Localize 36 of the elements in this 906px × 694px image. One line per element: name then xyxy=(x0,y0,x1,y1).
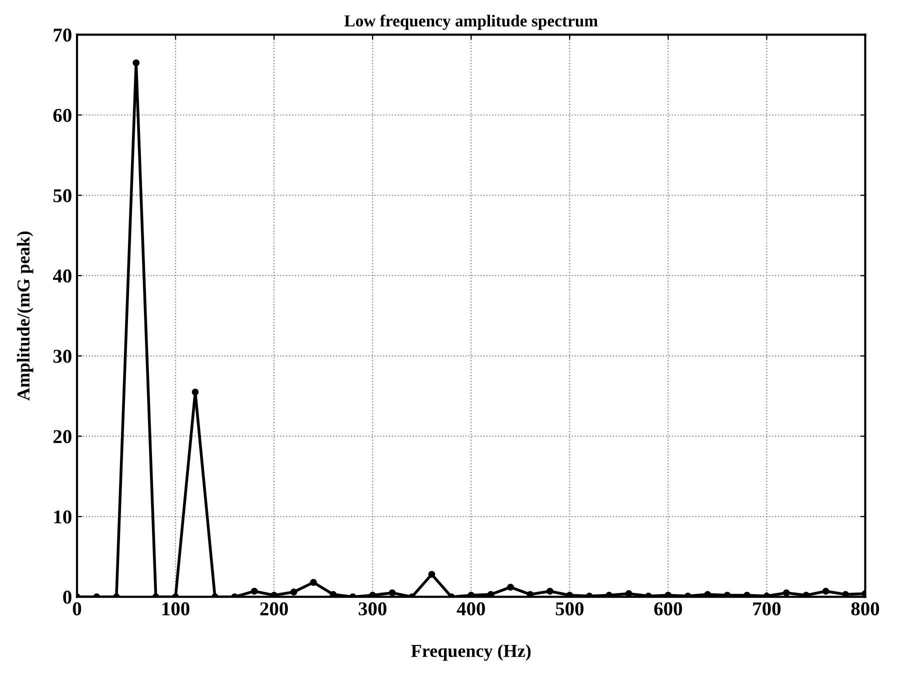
point xyxy=(290,588,298,596)
x-tick-label: 300 xyxy=(358,602,386,616)
x-tick-label: 600 xyxy=(654,602,682,616)
chart-title: Low frequency amplitude spectrum xyxy=(344,14,598,30)
y-tick-label: 50 xyxy=(53,189,72,202)
x-tick-label: 500 xyxy=(556,602,584,616)
point xyxy=(625,590,632,597)
y-tick-label: 70 xyxy=(54,28,72,42)
x-tick-label: 700 xyxy=(753,602,781,616)
point xyxy=(310,578,317,586)
point xyxy=(330,590,337,597)
y-tick-label: 10 xyxy=(54,510,72,524)
x-axis-title: Frequency (Hz) xyxy=(411,644,531,661)
point xyxy=(192,388,199,396)
y-tick-label: 30 xyxy=(53,350,72,363)
point xyxy=(507,584,514,591)
point xyxy=(487,590,494,597)
point xyxy=(822,588,830,595)
x-tick-label: 200 xyxy=(260,602,288,616)
y-axis-title: Amplitude/(mG peak) xyxy=(16,232,34,401)
point xyxy=(526,590,534,597)
x-tick-label: 100 xyxy=(162,602,190,616)
point xyxy=(250,588,258,595)
x-tick-label: 400 xyxy=(456,602,485,616)
point xyxy=(782,589,790,596)
point xyxy=(842,590,849,597)
x-tick-label: 0 xyxy=(72,602,82,616)
y-tick-label: 0 xyxy=(63,590,72,604)
y-tick-label: 60 xyxy=(53,108,72,122)
x-tick-label: 800 xyxy=(851,602,880,616)
point xyxy=(428,570,436,578)
y-tick-label: 20 xyxy=(54,430,72,444)
point xyxy=(546,588,554,595)
y-tick-label: 40 xyxy=(52,269,72,283)
point xyxy=(388,589,396,596)
point xyxy=(132,59,140,66)
